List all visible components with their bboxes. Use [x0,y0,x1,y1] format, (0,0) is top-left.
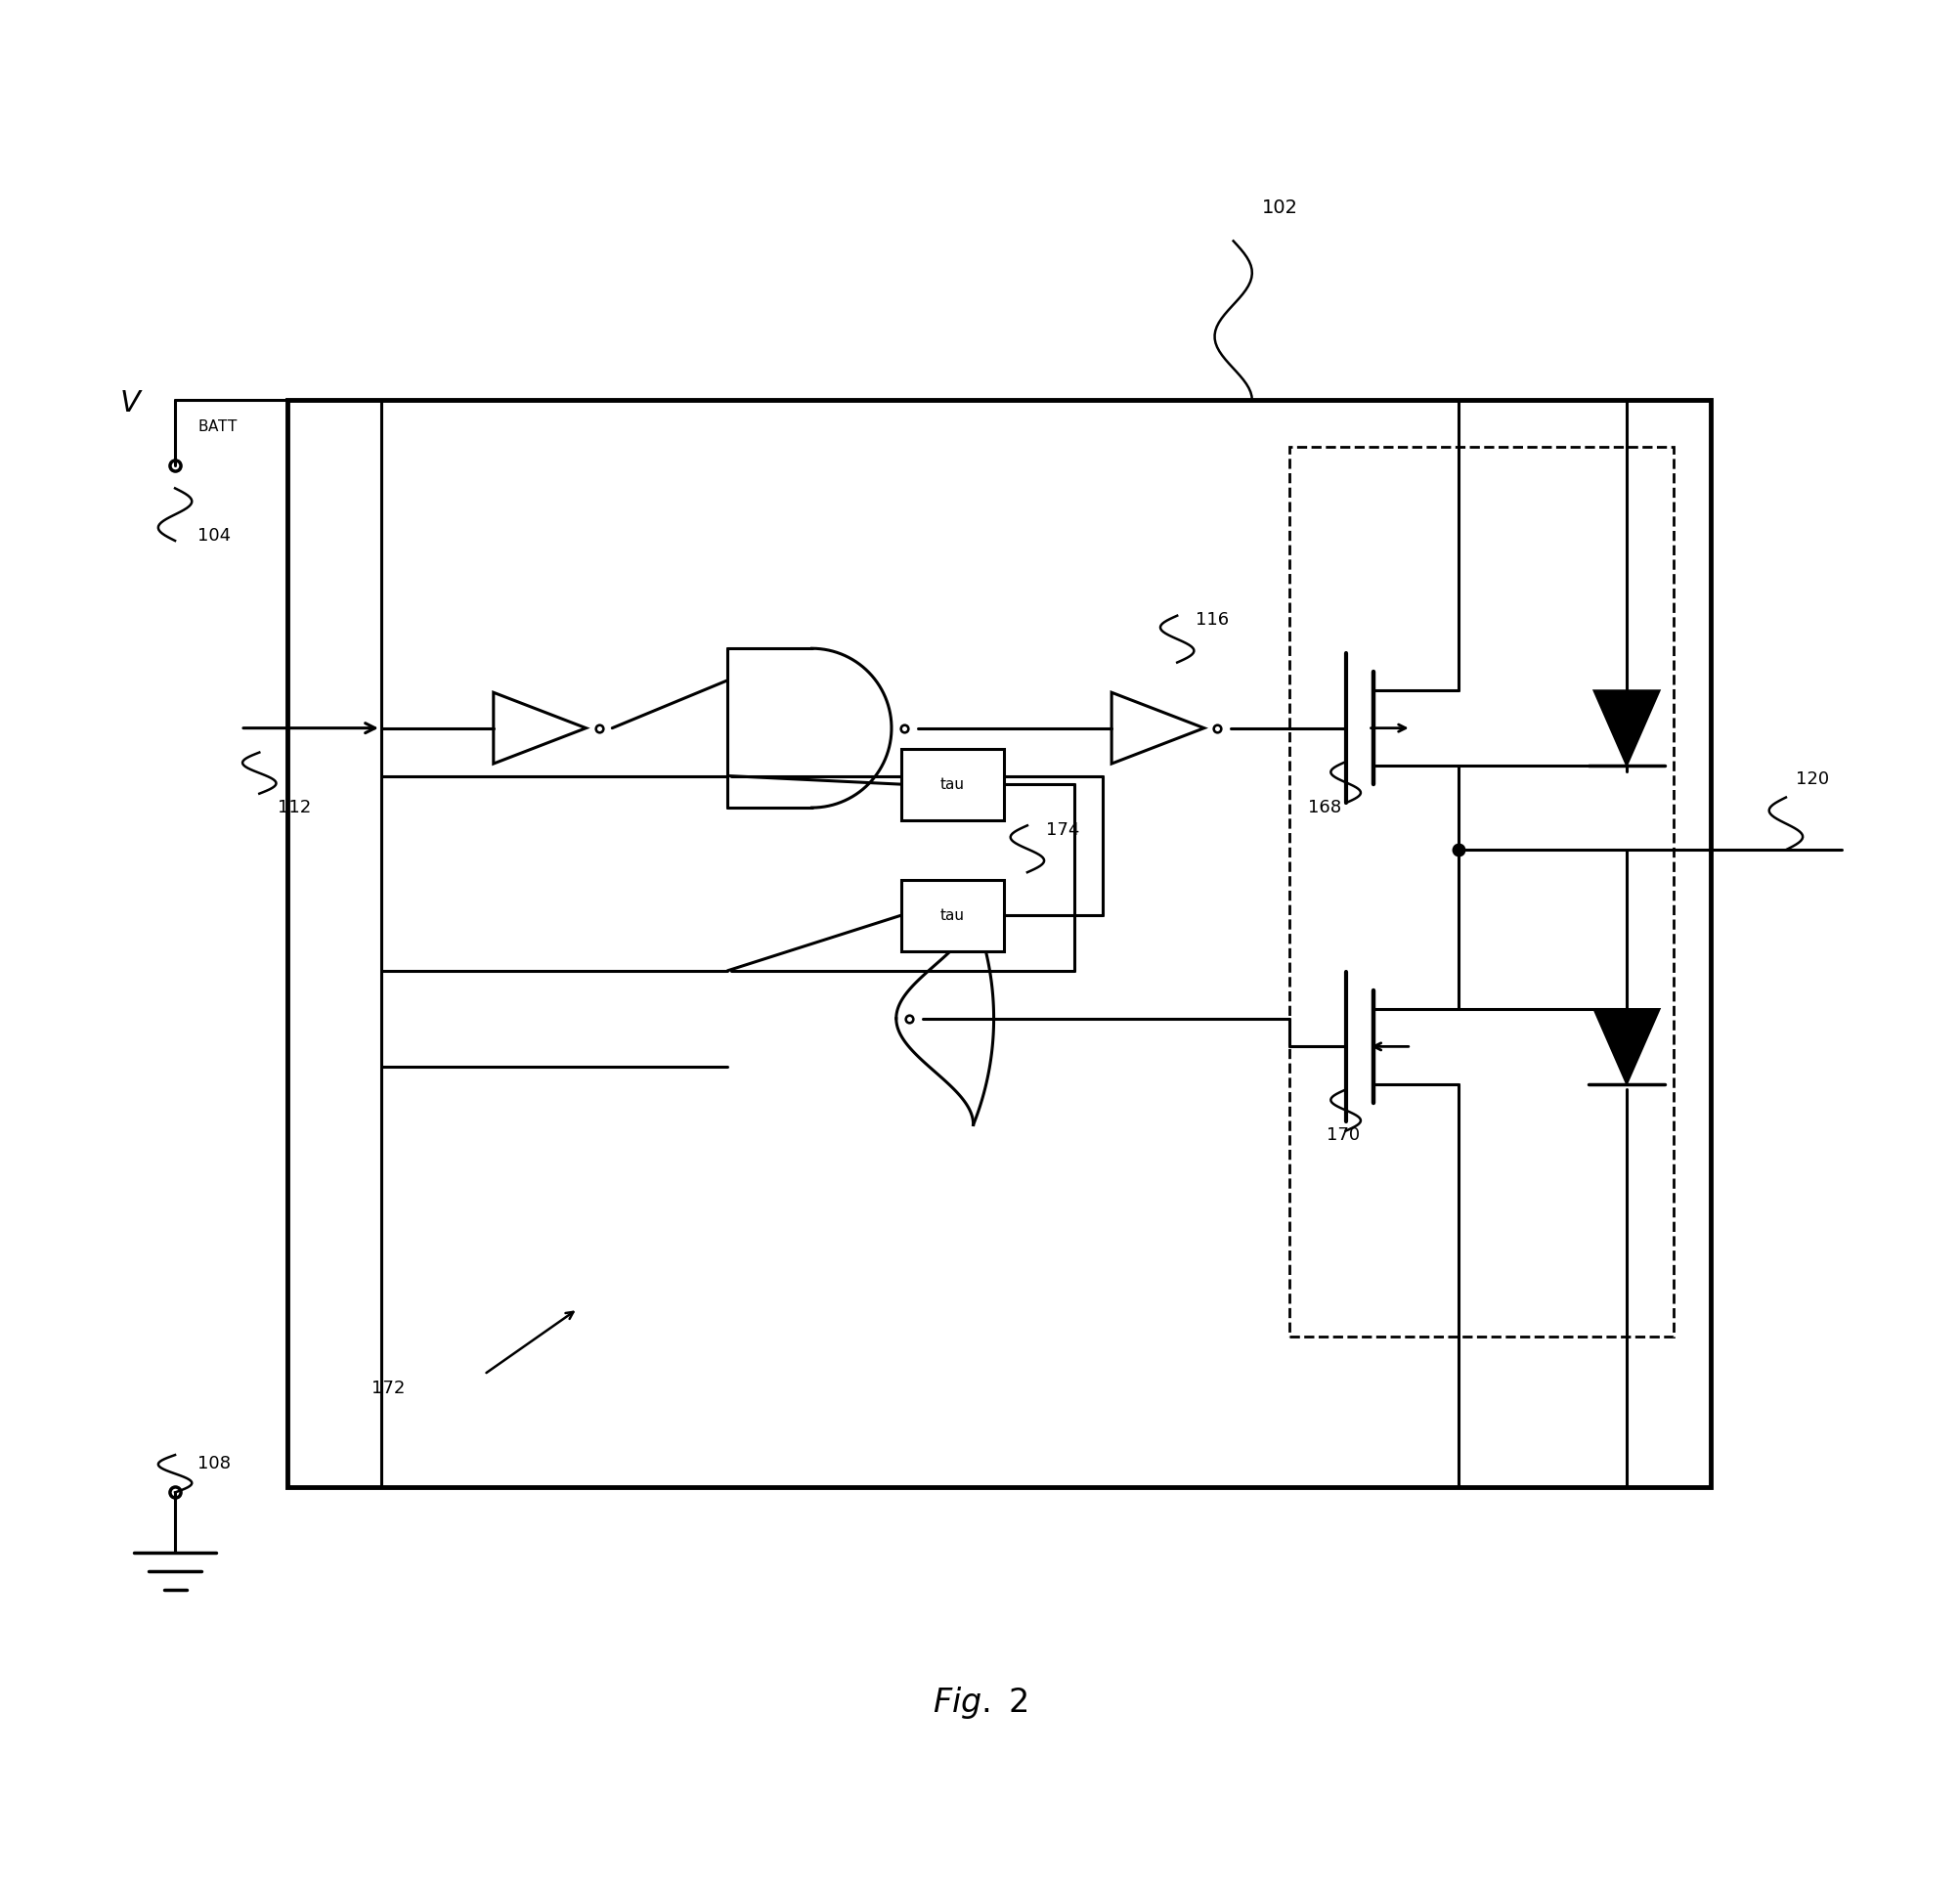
Text: 108: 108 [198,1455,231,1472]
Bar [900,749,1004,819]
Text: 112: 112 [278,798,312,817]
Text: 174: 174 [1045,821,1080,838]
Polygon shape [1593,691,1658,766]
Text: 168: 168 [1307,798,1341,817]
Text: 102: 102 [1262,198,1298,217]
Text: 120: 120 [1795,770,1829,789]
Bar [900,879,1004,951]
Text: 116: 116 [1196,611,1229,628]
Text: tau: tau [939,777,964,791]
Bar [1290,447,1672,1336]
Text: $V$: $V$ [120,389,143,419]
Text: $\mathit{Fig.}\ \mathit{2}$: $\mathit{Fig.}\ \mathit{2}$ [933,1683,1027,1721]
Text: tau: tau [939,908,964,923]
Text: 104: 104 [198,526,231,545]
Polygon shape [1593,1010,1658,1083]
Text: $\mathrm{BATT}$: $\mathrm{BATT}$ [198,419,237,434]
Bar [288,400,1711,1487]
Text: 170: 170 [1327,1127,1360,1144]
Text: 172: 172 [372,1379,406,1396]
